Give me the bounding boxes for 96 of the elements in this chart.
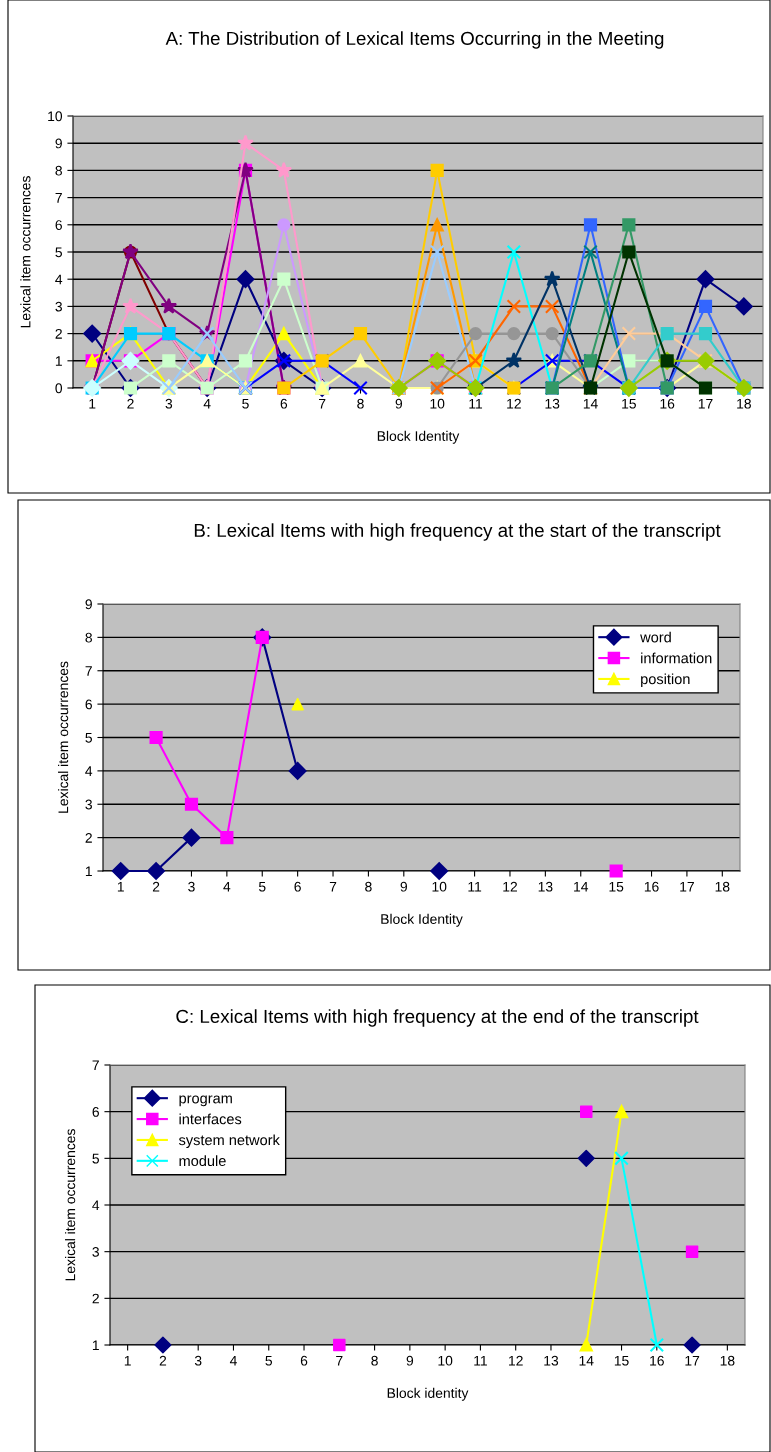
legend-label: word — [640, 631, 671, 643]
legend-label: system network — [178, 1134, 280, 1149]
x-tick-label: 14 — [574, 881, 589, 892]
y-tick-label: 1 — [85, 866, 92, 877]
x-tick-label: 18 — [720, 1355, 735, 1366]
y-tick-label: 0 — [55, 383, 63, 394]
y-tick-label: 6 — [92, 1107, 99, 1117]
x-tick-label: 12 — [507, 398, 521, 409]
x-tick-label: 3 — [194, 1355, 202, 1366]
x-tick-label: 15 — [614, 1355, 629, 1366]
legend-label: information — [641, 652, 712, 664]
x-tick-label: 2 — [159, 1355, 167, 1366]
x-tick-label: 17 — [685, 1355, 700, 1366]
x-tick-label: 3 — [188, 881, 195, 892]
y-tick-label: 1 — [55, 356, 62, 366]
y-axis-title: Lexical item occurrences — [58, 661, 69, 813]
x-tick-label: 18 — [715, 881, 730, 892]
y-tick-label: 7 — [55, 193, 62, 203]
x-tick-label: 5 — [265, 1355, 273, 1366]
y-tick-label: 10 — [48, 111, 63, 122]
x-tick-label: 16 — [644, 881, 659, 892]
y-tick-label: 6 — [85, 699, 92, 710]
x-tick-label: 12 — [503, 881, 517, 892]
y-tick-label: 2 — [85, 832, 92, 843]
y-tick-label: 3 — [55, 301, 62, 312]
x-tick-label: 4 — [203, 398, 211, 409]
x-tick-label: 11 — [474, 1355, 487, 1366]
x-tick-label: 13 — [544, 1355, 559, 1366]
y-tick-label: 1 — [92, 1340, 99, 1351]
legend-label: program — [179, 1095, 232, 1107]
x-tick-label: 16 — [650, 1355, 664, 1366]
y-tick-label: 8 — [85, 632, 92, 643]
x-tick-label: 9 — [400, 881, 408, 892]
x-tick-label: 4 — [223, 881, 231, 892]
y-tick-label: 2 — [55, 328, 62, 339]
x-tick-label: 2 — [152, 881, 160, 892]
x-tick-label: 15 — [622, 398, 636, 409]
y-tick-label: 5 — [85, 732, 92, 743]
legend-label: interfaces — [179, 1113, 242, 1125]
x-tick-label: 9 — [406, 1355, 414, 1366]
chart-title: A: The Distribution of Lexical Items Occurring in the Meeting — [165, 31, 664, 49]
y-tick-label: 5 — [92, 1153, 99, 1164]
y-tick-label: 3 — [92, 1247, 99, 1257]
x-tick-label: 8 — [365, 881, 372, 892]
y-tick-label: 4 — [85, 766, 93, 776]
x-tick-label: 6 — [294, 881, 301, 892]
x-tick-label: 10 — [430, 398, 445, 409]
x-tick-label: 4 — [229, 1355, 237, 1366]
y-tick-label: 8 — [55, 165, 62, 176]
x-tick-label: 8 — [371, 1355, 378, 1366]
chart-title: C: Lexical Items with high frequency at the end of the transcript — [176, 1009, 699, 1027]
x-tick-label: 13 — [538, 881, 553, 892]
x-tick-label: 6 — [280, 398, 288, 409]
x-tick-label: 2 — [127, 398, 134, 409]
y-axis-title: Lexical item occurrences — [65, 1129, 76, 1281]
x-tick-label: 10 — [438, 1355, 453, 1366]
x-tick-label: 15 — [609, 881, 624, 892]
x-tick-label: 6 — [300, 1355, 308, 1366]
x-tick-label: 8 — [357, 398, 364, 409]
x-tick-label: 7 — [336, 1355, 343, 1366]
x-tick-label: 5 — [258, 881, 266, 892]
x-tick-label: 16 — [660, 398, 675, 409]
legend-label: position — [641, 673, 690, 688]
x-tick-label: 10 — [432, 881, 447, 892]
y-tick-label: 2 — [92, 1293, 99, 1304]
y-tick-label: 4 — [55, 274, 63, 285]
legend-label: module — [179, 1155, 226, 1167]
x-axis-title: Block identity — [387, 1387, 469, 1401]
y-tick-label: 4 — [92, 1200, 100, 1211]
x-tick-label: 17 — [698, 398, 713, 409]
x-tick-label: 14 — [579, 1355, 594, 1366]
x-tick-label: 14 — [583, 398, 598, 409]
y-tick-label: 9 — [85, 599, 92, 610]
y-tick-label: 6 — [55, 220, 62, 230]
x-tick-label: 9 — [395, 398, 403, 409]
y-tick-label: 9 — [55, 138, 62, 149]
y-axis-title: Lexical item occurrences — [20, 176, 31, 328]
x-tick-label: 3 — [165, 398, 173, 409]
y-tick-label: 7 — [92, 1060, 99, 1071]
x-axis-title: Block Identity — [377, 430, 460, 444]
y-tick-label: 7 — [85, 666, 92, 676]
x-tick-label: 7 — [329, 881, 337, 892]
x-tick-label: 17 — [680, 881, 694, 892]
y-tick-label: 3 — [85, 799, 92, 810]
y-tick-label: 5 — [55, 247, 62, 258]
x-tick-label: 13 — [545, 398, 560, 409]
x-tick-label: 1 — [124, 1355, 131, 1366]
chart-title: B: Lexical Items with high frequency at the start of the transcript — [194, 523, 721, 541]
x-axis-title: Block Identity — [381, 913, 463, 927]
x-tick-label: 11 — [469, 398, 483, 409]
x-tick-label: 11 — [468, 881, 482, 892]
x-tick-label: 18 — [737, 398, 751, 409]
x-tick-label: 5 — [242, 398, 249, 409]
x-tick-label: 12 — [509, 1355, 523, 1366]
x-tick-label: 7 — [319, 398, 326, 409]
x-tick-label: 1 — [117, 881, 124, 892]
